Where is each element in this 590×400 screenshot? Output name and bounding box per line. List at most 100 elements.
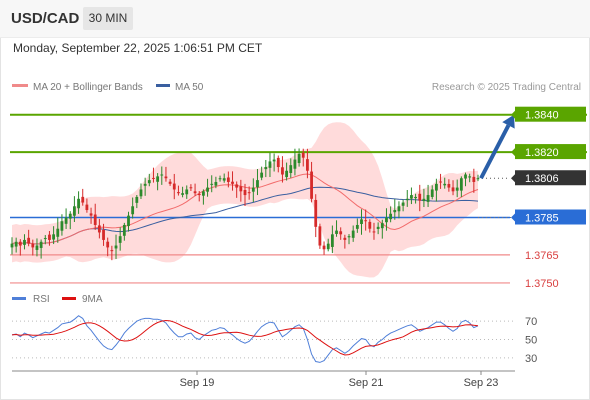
rsi-ma-legend-swatch: [62, 297, 76, 300]
candle-body: [93, 214, 97, 225]
candle-body: [281, 167, 284, 175]
candle-body: [285, 170, 289, 178]
candle-body: [405, 198, 409, 201]
candle-body: [106, 241, 110, 248]
candle-body: [27, 237, 31, 244]
support-label-4: 1.3765: [525, 250, 559, 262]
candle-body: [410, 195, 413, 199]
candle-body: [110, 250, 114, 252]
candle-body: [468, 176, 472, 178]
rsi-legend-swatch: [12, 297, 26, 300]
candle-body: [256, 180, 259, 188]
candle-body: [31, 243, 35, 248]
candle-body: [168, 181, 172, 184]
resistance-label-box-1: [515, 144, 586, 160]
candle-body: [351, 230, 355, 238]
candle-body: [439, 181, 442, 183]
candle-body: [143, 183, 147, 186]
candle-body: [243, 189, 247, 196]
candle-body: [364, 220, 368, 222]
candle-body: [272, 159, 276, 162]
candle-body: [218, 178, 222, 180]
pivot-label-pointer-3: [511, 213, 515, 222]
candle-body: [443, 183, 447, 186]
candle-body: [10, 243, 14, 248]
candle-body: [181, 193, 184, 195]
candle-body: [114, 245, 118, 249]
legend-top: MA 20 + Bollinger Bands MA 50 Research ©…: [12, 82, 581, 93]
candle-body: [393, 210, 397, 213]
candle-body: [276, 157, 280, 168]
current-label-pointer-2: [511, 174, 515, 183]
candle-body: [89, 213, 93, 216]
candle-body: [422, 198, 426, 202]
candle-body: [164, 176, 168, 179]
candle-body: [451, 187, 455, 192]
rsi-line: [11, 315, 479, 363]
candle-body: [389, 213, 393, 220]
candle-body: [177, 192, 180, 194]
candle-body: [347, 236, 351, 238]
current-label-2: 1.3806: [525, 173, 559, 185]
current-label-box-2: [515, 170, 586, 186]
candle-body: [247, 192, 251, 194]
candle-body: [401, 202, 405, 206]
candle-body: [289, 165, 293, 174]
rsi-ma-legend-label: 9MA: [82, 294, 103, 305]
candle-body: [52, 234, 56, 240]
candle-body: [160, 174, 164, 176]
candle-body: [131, 206, 135, 215]
resistance-label-1: 1.3820: [525, 147, 559, 159]
candle-body: [14, 241, 18, 247]
candle-body: [206, 187, 209, 192]
forecast-arrow-head: [502, 114, 515, 129]
forecast-arrow: [479, 114, 515, 180]
rsi-legend: RSI 9MA: [12, 294, 103, 305]
candle-body: [464, 174, 467, 179]
candle-body: [156, 176, 160, 182]
candle-body: [39, 241, 43, 248]
candle-body: [434, 183, 438, 191]
candle-body: [210, 183, 214, 185]
x-tick-label: Sep 19: [180, 377, 215, 389]
candle-body: [18, 241, 22, 246]
candle-body: [426, 195, 430, 202]
timeframe-badge[interactable]: 30 MIN: [83, 7, 133, 30]
candle-body: [64, 217, 68, 224]
symbol-title: USD/CAD: [11, 10, 80, 27]
candle-body: [127, 215, 130, 227]
pivot-label-3: 1.3785: [525, 212, 559, 224]
candle-body: [322, 245, 326, 250]
candle-body: [185, 189, 189, 195]
candle-body: [306, 159, 309, 171]
candle-body: [152, 177, 155, 179]
candle-body: [172, 183, 176, 190]
candle-body: [60, 221, 64, 231]
candle-body: [476, 178, 480, 180]
x-tick-label: Sep 21: [349, 377, 384, 389]
candle-body: [326, 243, 330, 250]
candle-body: [135, 196, 139, 203]
candle-body: [77, 198, 80, 209]
candle-body: [235, 184, 239, 188]
candle-body: [293, 159, 297, 169]
resistance-label-pointer-0: [511, 110, 515, 119]
candle-body: [201, 191, 205, 196]
candle-body: [260, 172, 264, 178]
candle-body: [81, 196, 85, 203]
candle-body: [335, 230, 338, 234]
candle-body: [197, 193, 201, 196]
candle-body: [139, 189, 143, 197]
resistance-label-box-0: [515, 106, 586, 122]
candle-body: [372, 231, 376, 233]
candle-body: [68, 213, 72, 219]
credit-text: Research © 2025 Trading Central: [432, 82, 581, 93]
candle-body: [339, 231, 343, 235]
rsi-ma-line: [11, 319, 479, 356]
candle-body: [297, 153, 301, 164]
x-axis: Sep 19 Sep 21 Sep 23: [12, 370, 515, 389]
rsi-tick-label: 50: [525, 335, 537, 347]
candle-body: [418, 193, 422, 201]
rsi-tick-label: 30: [525, 353, 537, 365]
candle-body: [222, 178, 226, 181]
